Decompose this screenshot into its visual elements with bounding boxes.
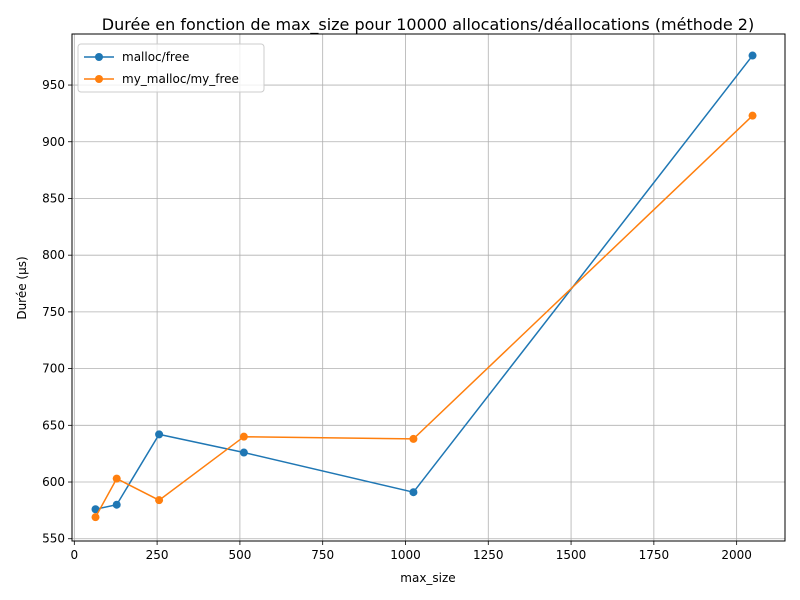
data-point-1 (91, 513, 100, 522)
y-tick-label: 750 (42, 305, 65, 319)
data-point-0 (239, 448, 248, 457)
data-point-0 (748, 51, 757, 60)
plot-frame (71, 33, 786, 542)
y-tick-label: 800 (42, 248, 65, 262)
data-point-0 (155, 430, 164, 439)
data-point-1 (155, 496, 164, 505)
x-tick-label: 1000 (390, 548, 421, 562)
legend-label-malloc: malloc/free (122, 50, 189, 64)
legend-marker-my-malloc (95, 75, 103, 83)
x-tick-label: 2000 (721, 548, 752, 562)
x-tick-label: 500 (228, 548, 251, 562)
data-point-1 (748, 111, 757, 120)
y-axis-label: Durée (µs) (15, 256, 29, 319)
y-tick-label: 900 (42, 135, 65, 149)
data-point-1 (112, 474, 121, 483)
series-layer (91, 51, 757, 522)
x-tick-label: 250 (146, 548, 169, 562)
y-tick-label: 850 (42, 191, 65, 205)
x-tick-label: 750 (311, 548, 334, 562)
y-axis-ticks: 550 600 650 700 750 800 850 900 950 (42, 78, 72, 546)
grid (72, 34, 785, 541)
data-point-0 (91, 505, 100, 514)
x-tick-label: 1250 (473, 548, 504, 562)
chart-title: Durée en fonction de max_size pour 10000… (102, 15, 754, 35)
data-point-0 (409, 488, 418, 497)
x-tick-label: 1500 (556, 548, 587, 562)
legend-label-my-malloc: my_malloc/my_free (122, 72, 239, 86)
data-point-1 (409, 434, 418, 443)
x-tick-label: 0 (70, 548, 78, 562)
y-tick-label: 600 (42, 475, 65, 489)
y-tick-label: 950 (42, 78, 65, 92)
series-line-1 (94, 115, 754, 518)
legend: malloc/free my_malloc/my_free (77, 43, 265, 93)
x-tick-label: 1750 (639, 548, 670, 562)
legend-box (77, 43, 265, 93)
x-axis-ticks: 0 250 500 750 1000 1250 1500 1750 2000 (70, 541, 752, 562)
legend-marker-malloc (95, 53, 103, 61)
y-tick-label: 700 (42, 362, 65, 376)
y-tick-label: 550 (42, 532, 65, 546)
y-tick-label: 650 (42, 418, 65, 432)
x-axis-label: max_size (400, 571, 455, 585)
data-point-0 (112, 500, 121, 509)
data-point-1 (239, 432, 248, 441)
